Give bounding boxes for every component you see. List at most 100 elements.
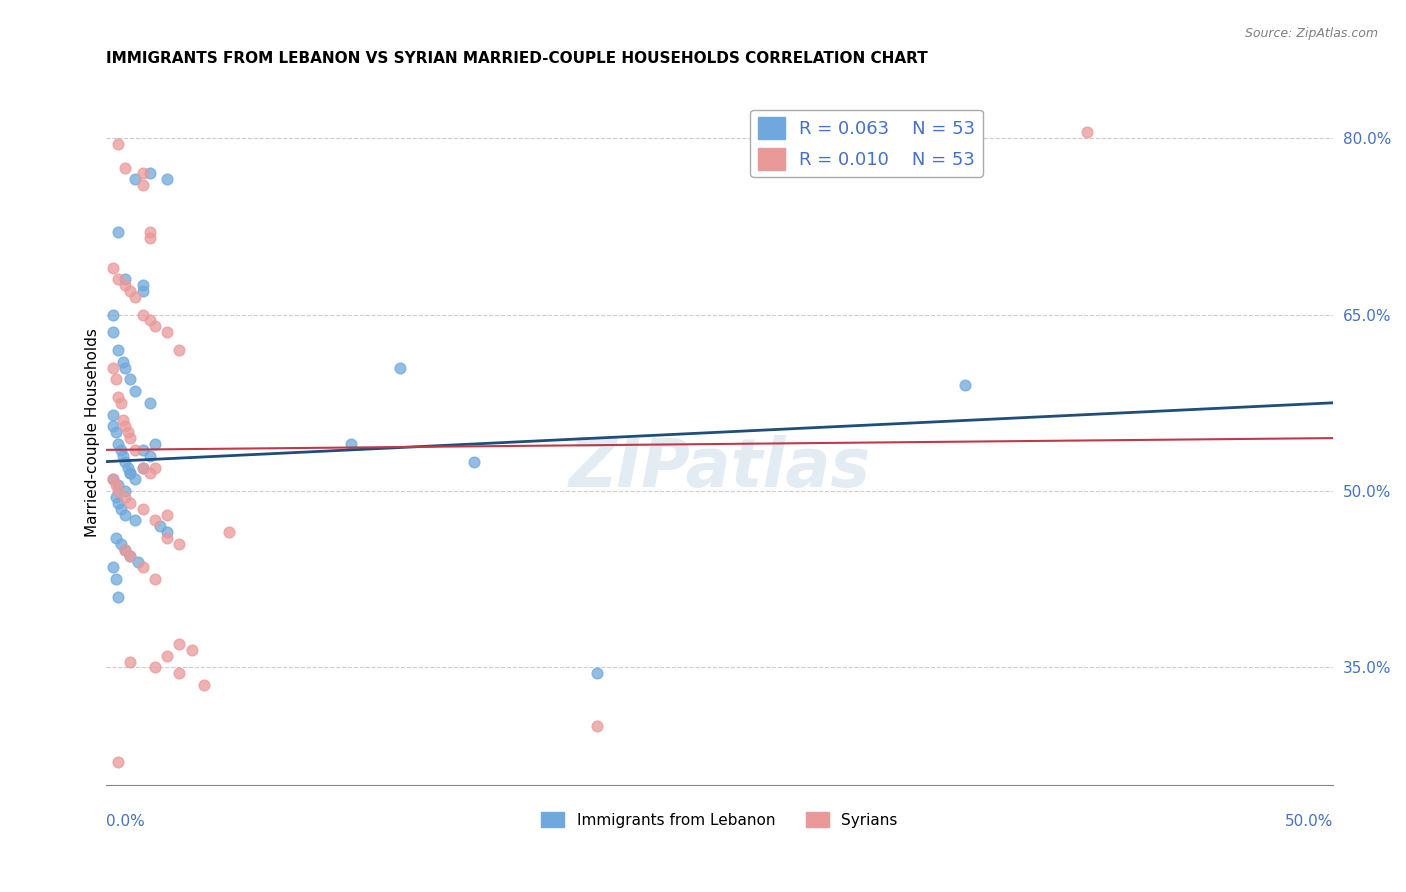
Point xyxy=(340,437,363,451)
Point xyxy=(114,360,136,375)
Point xyxy=(139,396,162,410)
Point xyxy=(120,467,142,481)
Legend: Immigrants from Lebanon, Syrians: Immigrants from Lebanon, Syrians xyxy=(536,805,903,834)
Point xyxy=(110,501,132,516)
Point xyxy=(103,308,125,322)
Y-axis label: Married-couple Households: Married-couple Households xyxy=(86,327,100,537)
Point xyxy=(114,490,136,504)
Text: ZIPatlas: ZIPatlas xyxy=(568,434,870,500)
Point xyxy=(104,425,127,440)
Point xyxy=(389,360,412,375)
Point xyxy=(156,325,179,339)
Point xyxy=(120,284,142,298)
Point xyxy=(156,172,179,186)
Point xyxy=(124,290,146,304)
Point xyxy=(143,513,166,527)
Point xyxy=(120,549,142,563)
Point xyxy=(131,560,153,574)
Point xyxy=(953,378,976,392)
Point xyxy=(103,325,125,339)
Point xyxy=(114,542,136,557)
Point xyxy=(139,166,162,180)
Point xyxy=(107,483,129,498)
Point xyxy=(139,231,162,245)
Text: 0.0%: 0.0% xyxy=(105,814,145,830)
Point xyxy=(1076,125,1098,139)
Point xyxy=(104,531,127,545)
Point xyxy=(149,519,172,533)
Point xyxy=(103,472,125,486)
Point xyxy=(103,419,125,434)
Point xyxy=(156,508,179,522)
Point xyxy=(169,343,191,357)
Point xyxy=(131,308,153,322)
Point xyxy=(112,413,135,427)
Point xyxy=(585,666,607,681)
Point xyxy=(110,442,132,457)
Text: Source: ZipAtlas.com: Source: ZipAtlas.com xyxy=(1244,27,1378,40)
Point xyxy=(107,272,129,286)
Point xyxy=(104,372,127,386)
Point xyxy=(107,478,129,492)
Point xyxy=(120,549,142,563)
Point xyxy=(103,472,125,486)
Point xyxy=(131,284,153,298)
Point xyxy=(131,278,153,293)
Text: IMMIGRANTS FROM LEBANON VS SYRIAN MARRIED-COUPLE HOUSEHOLDS CORRELATION CHART: IMMIGRANTS FROM LEBANON VS SYRIAN MARRIE… xyxy=(105,51,928,66)
Point xyxy=(124,172,146,186)
Point xyxy=(103,560,125,574)
Point xyxy=(143,460,166,475)
Point xyxy=(143,437,166,451)
Point xyxy=(143,572,166,586)
Point xyxy=(180,643,202,657)
Point xyxy=(114,542,136,557)
Point xyxy=(131,178,153,193)
Point xyxy=(131,460,153,475)
Point xyxy=(104,478,127,492)
Text: 50.0%: 50.0% xyxy=(1285,814,1333,830)
Point xyxy=(104,490,127,504)
Point xyxy=(120,655,142,669)
Point xyxy=(103,260,125,275)
Point xyxy=(114,161,136,175)
Point xyxy=(124,472,146,486)
Point xyxy=(114,278,136,293)
Point xyxy=(139,467,162,481)
Point xyxy=(156,531,179,545)
Point xyxy=(131,501,153,516)
Point xyxy=(124,384,146,398)
Point xyxy=(107,590,129,604)
Point xyxy=(107,755,129,769)
Point xyxy=(124,442,146,457)
Point xyxy=(117,460,139,475)
Point xyxy=(114,483,136,498)
Point xyxy=(112,449,135,463)
Point xyxy=(120,467,142,481)
Point xyxy=(120,496,142,510)
Point xyxy=(463,455,485,469)
Point xyxy=(110,537,132,551)
Point xyxy=(169,537,191,551)
Point xyxy=(107,343,129,357)
Point xyxy=(103,408,125,422)
Point xyxy=(143,660,166,674)
Point xyxy=(139,313,162,327)
Point xyxy=(107,437,129,451)
Point xyxy=(218,525,240,540)
Point xyxy=(127,555,149,569)
Point xyxy=(139,449,162,463)
Point xyxy=(112,354,135,368)
Point xyxy=(103,360,125,375)
Point xyxy=(139,225,162,239)
Point xyxy=(156,648,179,663)
Point xyxy=(110,396,132,410)
Point xyxy=(114,508,136,522)
Point xyxy=(104,572,127,586)
Point xyxy=(114,419,136,434)
Point xyxy=(193,678,215,692)
Point xyxy=(107,390,129,404)
Point xyxy=(585,719,607,733)
Point xyxy=(169,666,191,681)
Point xyxy=(107,136,129,151)
Point xyxy=(156,525,179,540)
